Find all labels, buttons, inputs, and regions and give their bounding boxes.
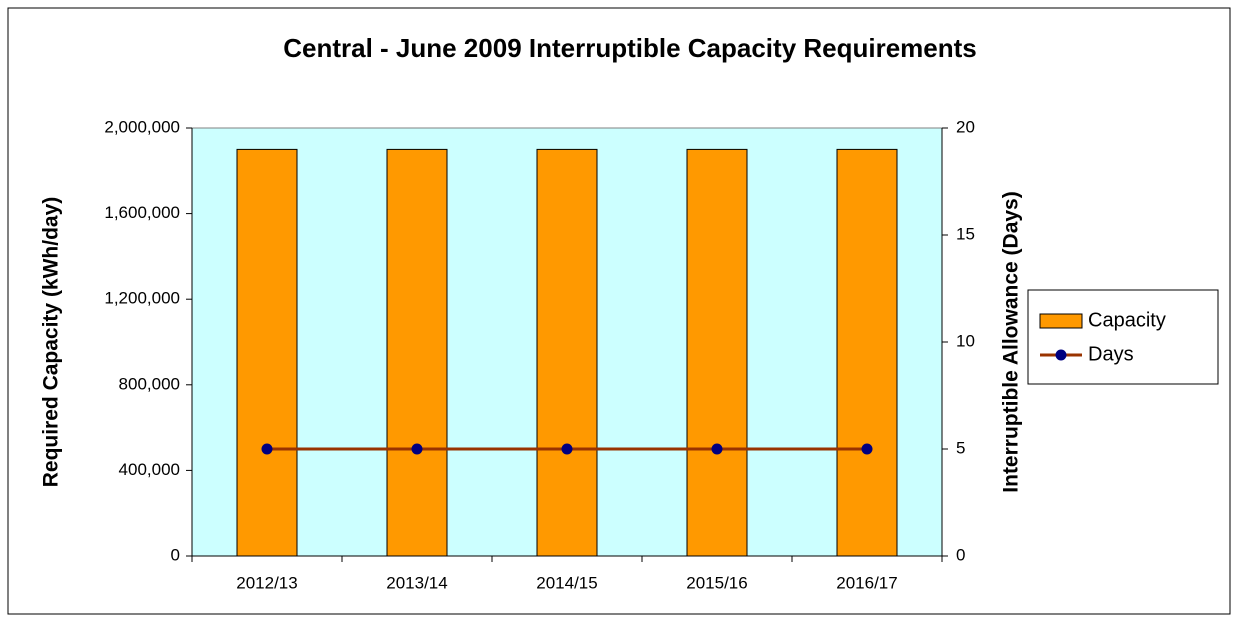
y2-tick-label: 20 xyxy=(956,117,975,136)
x-tick-label: 2012/13 xyxy=(236,573,297,592)
y2-tick-label: 5 xyxy=(956,438,965,457)
y2-tick-label: 10 xyxy=(956,331,975,350)
marker xyxy=(411,443,423,455)
y2-axis-title: Interruptible Allowance (Days) xyxy=(1000,191,1023,492)
y-tick-label: 1,600,000 xyxy=(104,203,180,222)
y-axis-title: Required Capacity (kWh/day) xyxy=(40,197,63,488)
marker xyxy=(861,443,873,455)
marker xyxy=(261,443,273,455)
bar xyxy=(386,148,448,557)
bar xyxy=(686,148,748,557)
x-tick-label: 2013/14 xyxy=(386,573,447,592)
legend-swatch xyxy=(1039,313,1083,329)
chart-title: Central - June 2009 Interruptible Capaci… xyxy=(283,33,977,63)
legend-label: Capacity xyxy=(1088,309,1166,331)
y-tick-label: 1,200,000 xyxy=(104,289,180,308)
y-tick-label: 2,000,000 xyxy=(104,117,180,136)
marker xyxy=(711,443,723,455)
x-tick-label: 2015/16 xyxy=(686,573,747,592)
bar xyxy=(536,148,598,557)
legend-box xyxy=(1027,289,1219,385)
y2-tick-label: 0 xyxy=(956,545,965,564)
x-tick-label: 2016/17 xyxy=(836,573,897,592)
legend-label: Days xyxy=(1088,343,1134,365)
y2-tick-label: 15 xyxy=(956,224,975,243)
x-tick-label: 2014/15 xyxy=(536,573,597,592)
y-tick-label: 400,000 xyxy=(119,460,180,479)
y-tick-label: 0 xyxy=(171,545,180,564)
marker xyxy=(561,443,573,455)
legend-marker xyxy=(1055,349,1067,361)
bar xyxy=(836,148,898,557)
y-tick-label: 800,000 xyxy=(119,374,180,393)
bar xyxy=(236,148,298,557)
